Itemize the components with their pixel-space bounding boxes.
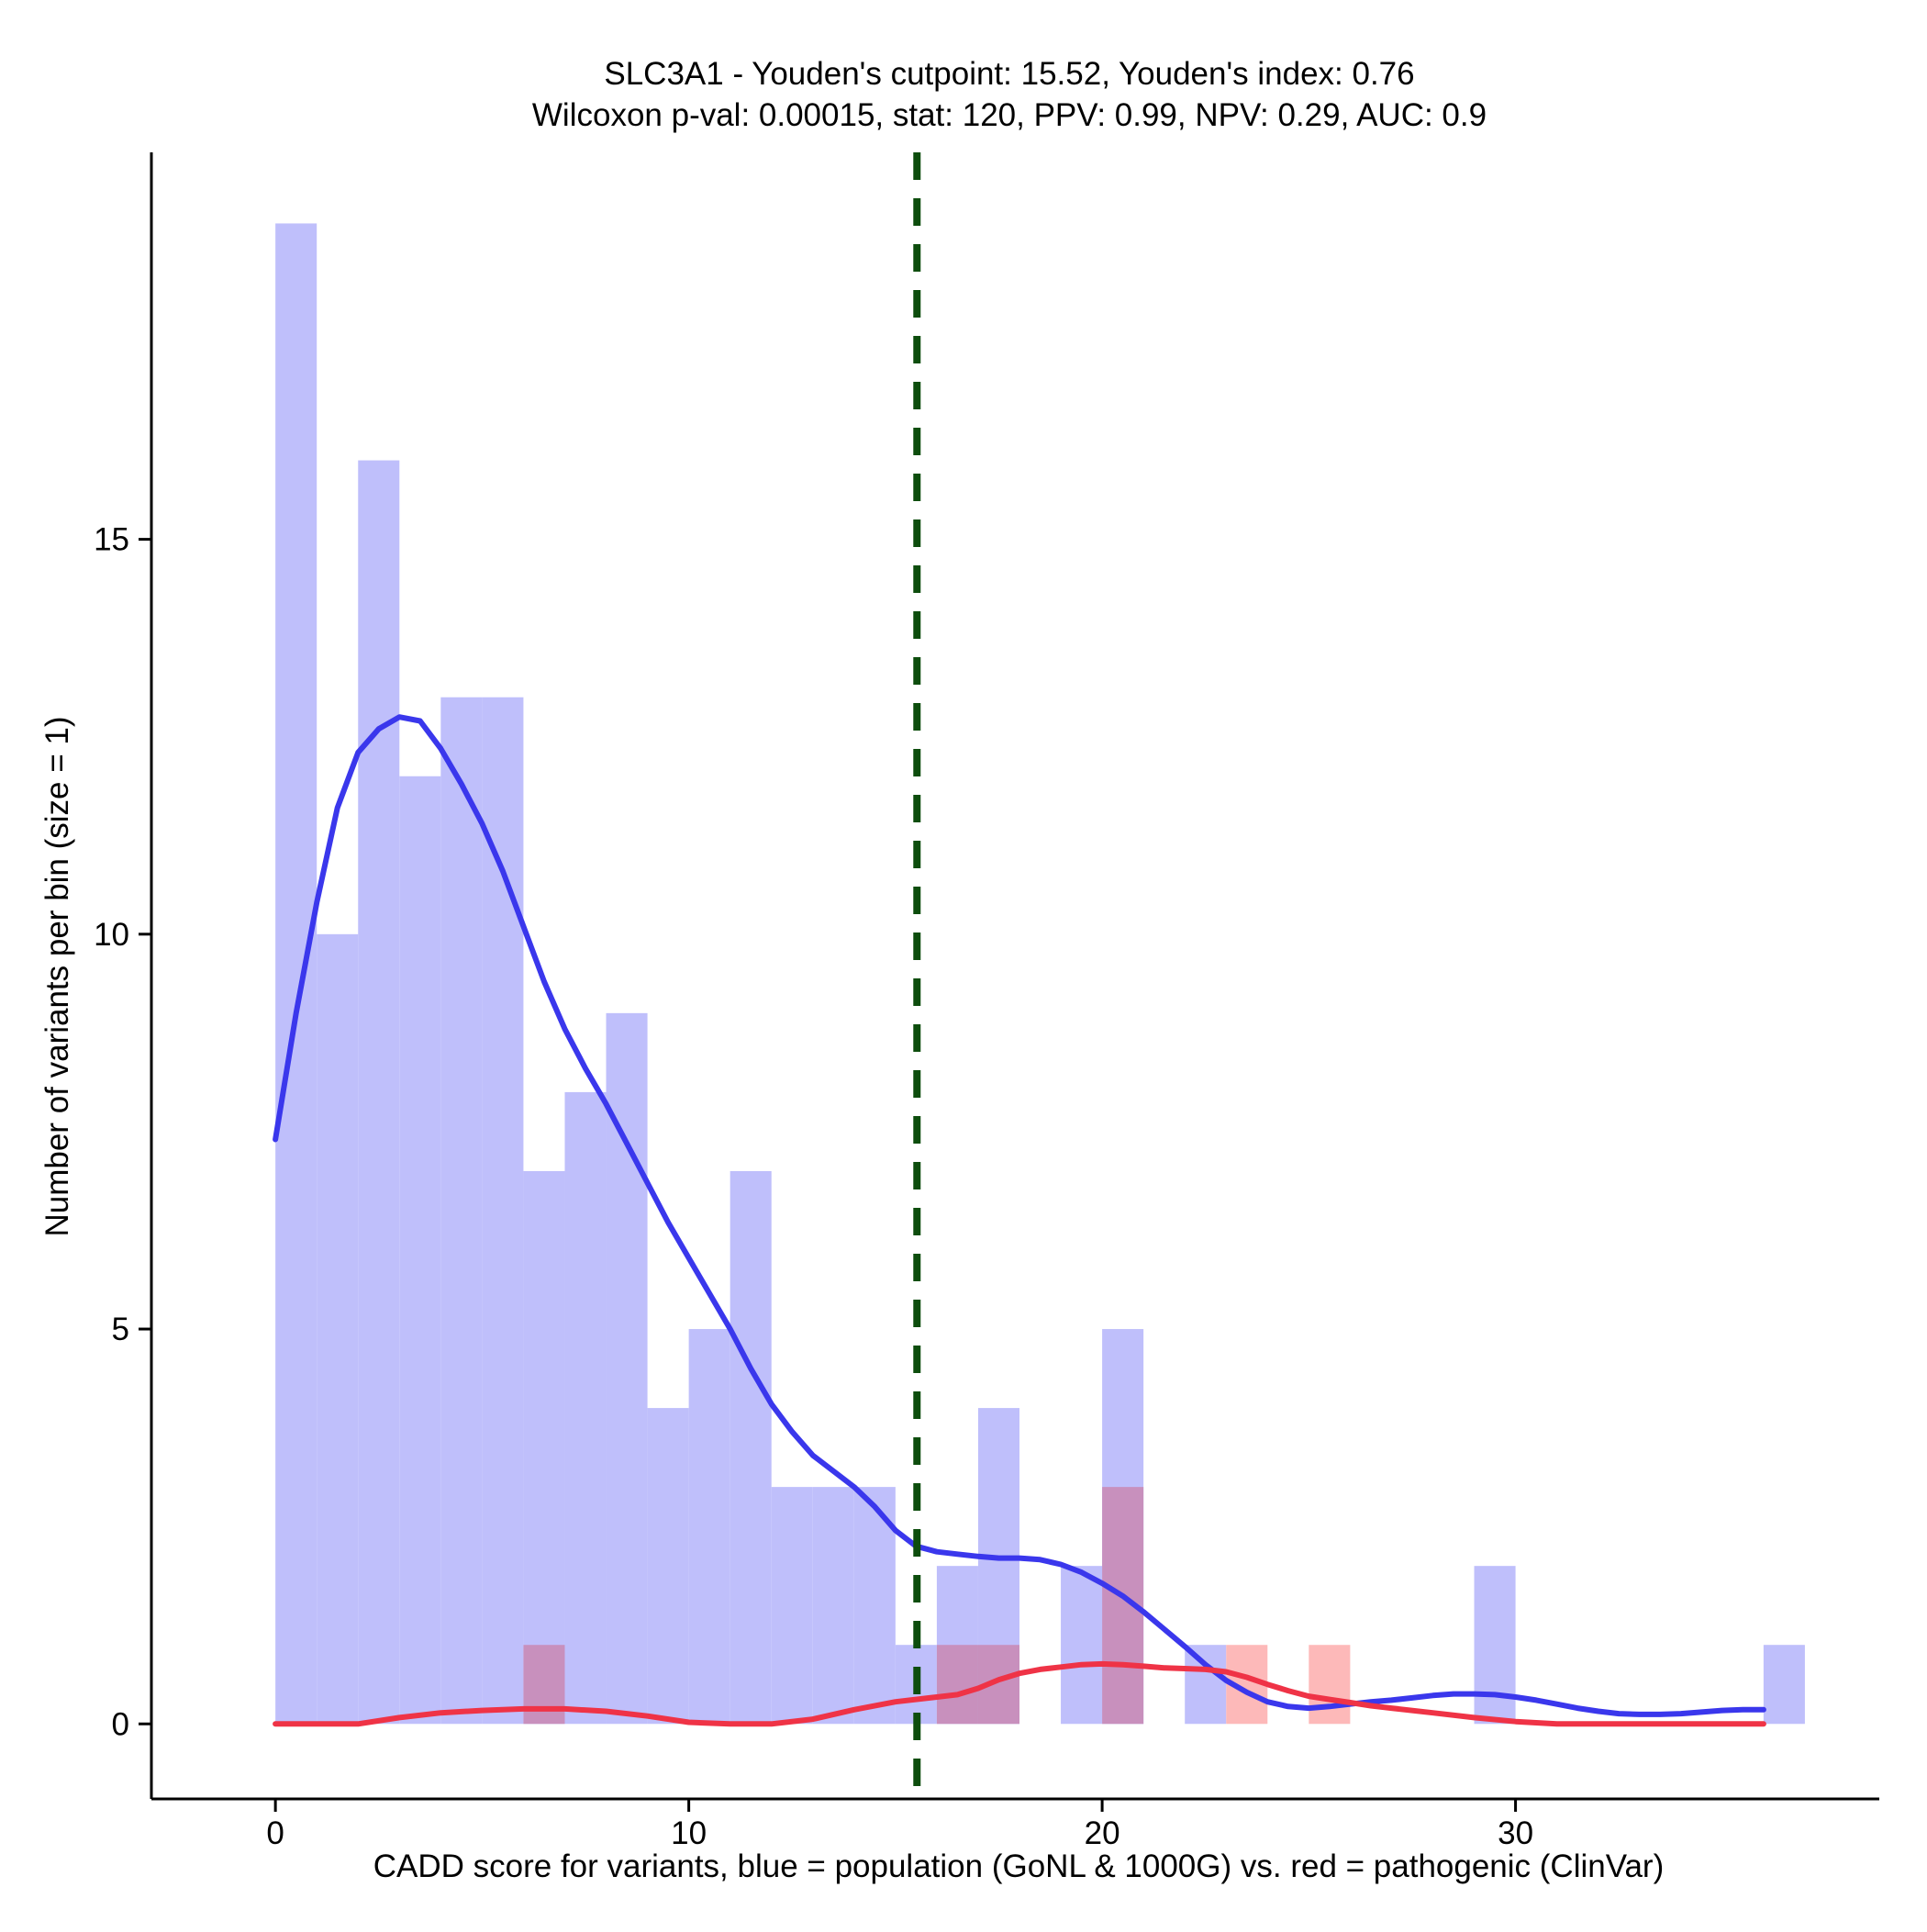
population-bar-19 xyxy=(1061,1566,1103,1725)
population-bar-1 xyxy=(317,933,359,1725)
y-tick-label-10: 10 xyxy=(94,917,129,953)
y-tick-label-15: 15 xyxy=(94,522,129,558)
pathogenic-bar-16 xyxy=(936,1645,978,1725)
density-curves xyxy=(273,714,1766,1727)
population-bar-11 xyxy=(730,1170,772,1725)
population-bar-22 xyxy=(1185,1645,1227,1725)
pathogenic-bar-6 xyxy=(523,1645,565,1725)
population-bar-12 xyxy=(771,1487,813,1725)
x-tick-label-20: 20 xyxy=(1085,1815,1120,1851)
population-bar-4 xyxy=(440,697,483,1725)
axes: 0 10 20 30 0 5 10 15 xyxy=(94,152,1879,1851)
population-bar-7 xyxy=(564,1091,607,1725)
pathogenic-density-line xyxy=(273,1660,1766,1727)
population-bar-13 xyxy=(812,1487,854,1725)
pathogenic-bar-25 xyxy=(1309,1645,1351,1725)
x-tick-label-30: 30 xyxy=(1498,1815,1533,1851)
population-bar-36 xyxy=(1763,1645,1805,1725)
y-tick-label-5: 5 xyxy=(112,1312,129,1347)
population-bar-3 xyxy=(399,776,441,1725)
population-density-line xyxy=(273,714,1766,1717)
y-axis-label: Number of variants per bin (size = 1) xyxy=(39,716,75,1236)
histogram-bars xyxy=(275,223,1805,1725)
population-bar-9 xyxy=(647,1408,689,1725)
population-bar-2 xyxy=(358,460,400,1725)
chart-title-line-1: SLC3A1 - Youden's cutpoint: 15.52, Youde… xyxy=(604,56,1414,92)
population-bar-0 xyxy=(275,223,317,1725)
population-bar-10 xyxy=(688,1329,730,1725)
y-tick-label-0: 0 xyxy=(112,1706,129,1742)
x-axis-label: CADD score for variants, blue = populati… xyxy=(373,1848,1665,1884)
x-tick-label-10: 10 xyxy=(671,1815,707,1851)
x-tick-label-0: 0 xyxy=(266,1815,284,1851)
population-bar-29 xyxy=(1474,1566,1516,1725)
chart-title-line-2: Wilcoxon p-val: 0.00015, stat: 120, PPV:… xyxy=(532,97,1487,133)
population-bar-6 xyxy=(523,1170,565,1725)
population-bar-8 xyxy=(606,1012,648,1725)
population-bar-5 xyxy=(482,697,524,1725)
